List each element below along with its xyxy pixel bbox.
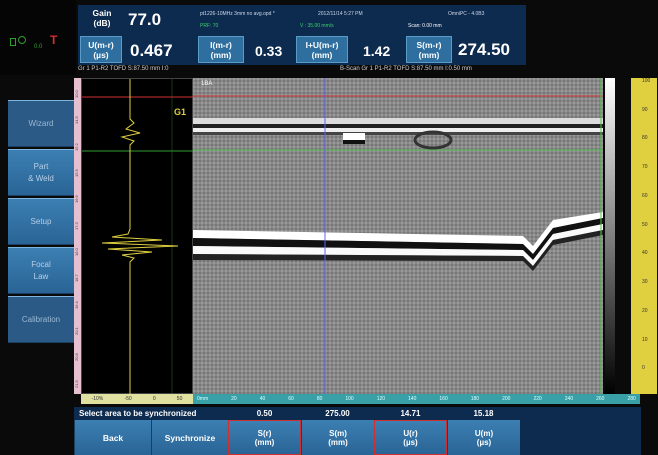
ascan-waveform <box>101 79 179 395</box>
sidebar-item-part-weld[interactable]: Part & Weld <box>8 149 74 196</box>
depth-axis: 10.0 14.5 15.2 15.9 16.6 17.3 18.0 18.7 19.4 20.1… <box>74 78 82 394</box>
axis-tick-label: 19.4 <box>74 300 79 309</box>
sm-field[interactable]: S(m) (mm) <box>301 420 374 455</box>
scan-readout: Scan: 0.00 mm <box>408 23 442 29</box>
file-name: pt1226-10MHz 3mm no avg.opd * <box>200 11 275 17</box>
axis-tick-label: 90 <box>642 106 648 113</box>
prf-readout: PRF: 70 <box>200 23 219 29</box>
sidebar-item-setup[interactable]: Setup <box>8 198 74 245</box>
battery-icon <box>10 38 16 46</box>
sidebar: Wizard Part & Weld Setup Focal Law Calib… <box>0 100 76 346</box>
um-value: 15.18 <box>473 409 494 418</box>
reading-value-sm-r: 274.50 <box>458 40 510 59</box>
axis-tick-label: 100 <box>642 78 651 84</box>
ascan-title: Gr 1 P1-R2 TOFD S:87.50 mm I:0 <box>78 66 169 72</box>
back-button[interactable]: Back <box>74 420 151 455</box>
connection-icon <box>18 36 26 44</box>
reading-value-um-r: 0.467 <box>130 41 173 60</box>
ur-field[interactable]: U(r) (µs) <box>374 420 447 455</box>
synchronize-button[interactable]: Synchronize <box>151 420 228 455</box>
ascan-plot <box>82 79 194 395</box>
axis-tick-label: 30 <box>642 279 648 286</box>
sidebar-item-focal-law[interactable]: Focal Law <box>8 247 74 294</box>
gain-value[interactable]: 77.0 <box>128 10 162 29</box>
sidebar-item-wizard[interactable]: Wizard <box>8 100 74 147</box>
axis-tick-label: 20 <box>642 307 648 314</box>
velocity-readout: V : 35.00 mm/s <box>300 23 334 29</box>
status-area: T 0.0 <box>0 0 76 75</box>
reading-box-im-r: I(m-r) (mm) <box>198 36 244 63</box>
bscan-image <box>193 78 603 394</box>
axis-tick-label: 20.1 <box>74 327 79 335</box>
axis-tick-label: 70 <box>642 164 648 171</box>
gain-label: Gain (dB) <box>92 8 112 28</box>
ascan-x-axis: -10% -50 0 50 <box>81 394 193 404</box>
right-ruler: 0 10 20 30 40 50 60 70 80 90 100 <box>641 78 657 394</box>
axis-tick-label: 50 <box>642 221 648 228</box>
signal-icon: 0.0 <box>34 44 43 50</box>
measurement-header: Gain (dB) 77.0 pt1226-10MHz 3mm no avg.o… <box>78 5 526 65</box>
reading-value-im-r: 0.33 <box>255 43 283 59</box>
sync-prompt: Select area to be synchronized <box>79 409 197 418</box>
ascan-panel[interactable]: G1 <box>81 78 194 395</box>
ur-value: 14.71 <box>400 409 421 418</box>
axis-tick-label: 10 <box>642 336 648 343</box>
amplitude-ruler <box>631 78 641 394</box>
bscan-x-axis: 0mm 20 40 60 80 100 120 140 160 180 200 … <box>193 394 640 404</box>
reading-box-um-r: U(m-r) (µs) <box>80 36 122 63</box>
reading-box-ium-r: I+U(m-r) (mm) <box>296 36 348 63</box>
bscan-title: B-Scan Gr 1 P1-R2 TOFD S:87.50 mm I:0.50… <box>340 66 472 72</box>
axis-tick-label: 15.9 <box>74 169 79 177</box>
axis-tick-label: 80 <box>642 135 648 142</box>
axis-tick-label: 18.7 <box>74 274 79 283</box>
sm-value: 275.00 <box>325 409 350 418</box>
temperature-icon: T <box>50 33 58 47</box>
sr-value: 0.50 <box>256 409 273 418</box>
axis-tick-label: 40 <box>642 250 648 257</box>
axis-tick-label: 14.5 <box>74 116 79 125</box>
axis-tick-label: 10.0 <box>74 90 79 98</box>
axis-tick-label: 17.3 <box>74 221 79 230</box>
axis-tick-label: 18.0 <box>74 248 79 256</box>
axis-tick-label: 15.2 <box>74 142 79 151</box>
axis-tick-label: 0 <box>642 365 645 372</box>
color-palette <box>605 78 615 394</box>
bscan-marker: 1BA <box>201 81 213 87</box>
axis-tick-label: 16.6 <box>74 195 79 204</box>
bottom-bar: Select area to be synchronized Back Sync… <box>74 407 641 455</box>
reading-box-sm-r: S(m-r) (mm) <box>406 36 452 63</box>
device-name: OmniPC - 4.0B3 <box>448 11 485 17</box>
axis-tick-label: 60 <box>642 192 648 199</box>
axis-tick-label: 20.8 <box>74 353 79 362</box>
sidebar-item-calibration[interactable]: Calibration <box>8 296 74 343</box>
reading-value-ium-r: 1.42 <box>363 43 391 59</box>
um-field[interactable]: U(m) (µs) <box>447 420 520 455</box>
axis-tick-label: 21.5 <box>74 379 79 388</box>
datetime: 2012/11/14 5:27 PM <box>318 11 363 17</box>
gate-label: G1 <box>174 107 187 117</box>
sr-field[interactable]: S(r) (mm) <box>228 420 301 455</box>
bscan-panel[interactable]: 1BA <box>193 78 603 394</box>
